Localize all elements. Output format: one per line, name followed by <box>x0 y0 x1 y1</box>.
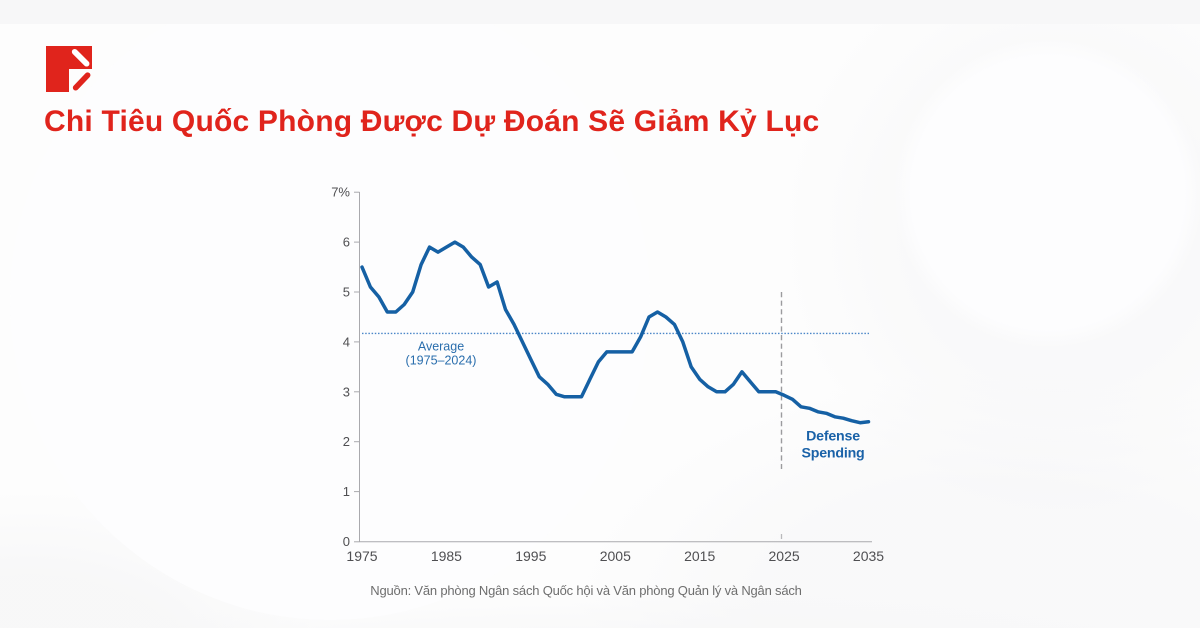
svg-text:Defense: Defense <box>806 429 860 445</box>
svg-text:1985: 1985 <box>431 548 462 564</box>
svg-text:1995: 1995 <box>515 548 546 564</box>
svg-text:2015: 2015 <box>684 548 715 564</box>
svg-text:2035: 2035 <box>853 548 884 564</box>
svg-text:Spending: Spending <box>801 446 864 462</box>
svg-text:6: 6 <box>343 235 350 250</box>
svg-text:3: 3 <box>343 384 350 399</box>
svg-text:2005: 2005 <box>600 548 631 564</box>
svg-text:4: 4 <box>343 334 350 349</box>
svg-text:2025: 2025 <box>769 548 800 564</box>
svg-text:5: 5 <box>343 285 350 300</box>
svg-text:7%: 7% <box>331 185 350 200</box>
svg-text:1: 1 <box>343 484 350 499</box>
svg-text:(1975–2024): (1975–2024) <box>406 354 477 368</box>
svg-text:2: 2 <box>343 434 350 449</box>
svg-text:1975: 1975 <box>346 548 377 564</box>
svg-text:Average: Average <box>418 340 464 354</box>
svg-text:0: 0 <box>343 534 350 549</box>
